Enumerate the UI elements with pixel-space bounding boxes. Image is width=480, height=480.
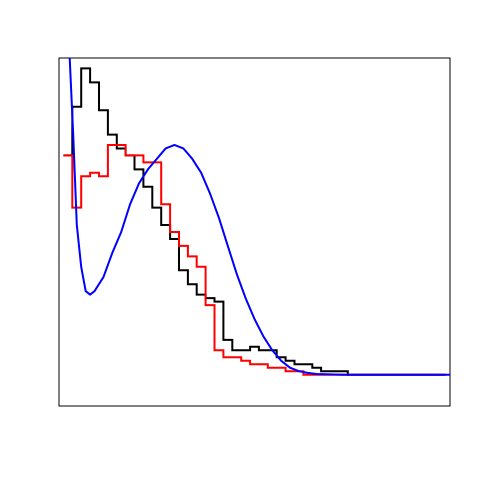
series-line-1 bbox=[63, 67, 446, 376]
series-line-2 bbox=[63, 144, 446, 376]
series-layer bbox=[63, 58, 450, 376]
series-line-3 bbox=[68, 58, 450, 376]
plot-frame bbox=[58, 57, 451, 407]
